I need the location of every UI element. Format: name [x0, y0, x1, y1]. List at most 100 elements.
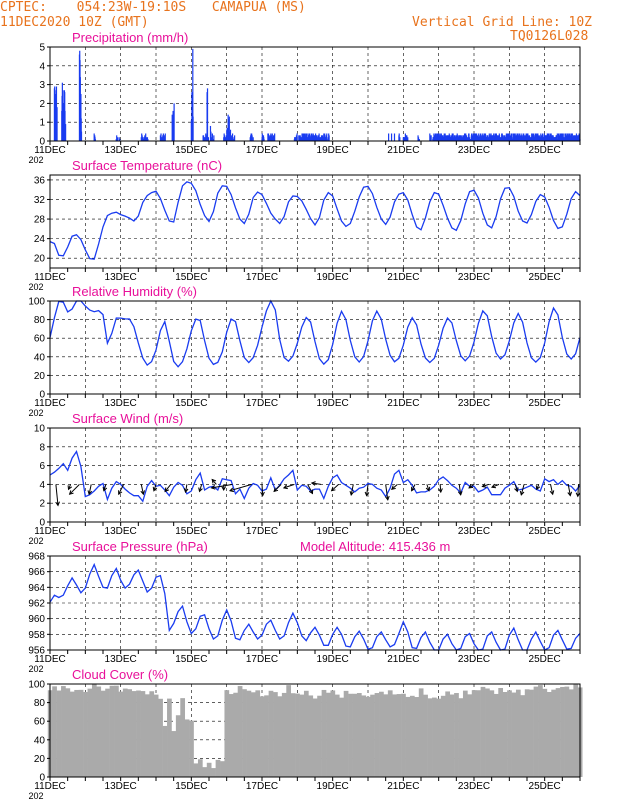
precip-bar	[517, 133, 519, 141]
cloud-bar	[180, 698, 186, 777]
cloud-date-label: 17DEC	[246, 781, 278, 792]
cloud-date-label: 13DEC	[105, 781, 137, 792]
pressure-panel	[47, 555, 581, 654]
temperature-date-label: 25DEC	[529, 272, 561, 283]
cloud-bar	[432, 697, 437, 777]
precip-bar	[399, 137, 401, 141]
pressure-date-label: 21DEC	[387, 654, 419, 665]
cloud-bar	[140, 691, 146, 777]
wind-date-label: 21DEC	[387, 526, 419, 537]
wind-ytick-label: 0	[39, 518, 45, 529]
precip-bar	[228, 116, 230, 141]
precip-bar	[231, 135, 233, 141]
cloud-bar	[224, 690, 230, 777]
cloud-ytick-label: 100	[28, 680, 45, 691]
precip-bar	[224, 135, 226, 141]
precipitation-ytick-label: 0	[39, 137, 45, 148]
wind-arrow	[229, 483, 252, 492]
cloud-bar	[317, 695, 322, 777]
pressure-line	[49, 562, 581, 651]
precip-bar	[160, 133, 162, 141]
precip-bar	[305, 133, 308, 141]
precip-bar	[147, 139, 149, 141]
wind-arrowhead	[391, 485, 396, 490]
humidity-ytick-label: 60	[34, 334, 46, 345]
precip-bar	[499, 135, 501, 141]
precip-bar	[561, 133, 563, 141]
precipitation-panel	[47, 46, 581, 145]
precip-bar	[274, 133, 276, 141]
temperature-date-label: 13DEC	[105, 272, 137, 283]
cloud-bar	[502, 691, 508, 777]
precip-bar	[456, 133, 458, 141]
cloud-bar	[546, 691, 552, 777]
cloud-bar	[149, 691, 155, 777]
cloud-bar	[308, 695, 314, 777]
pressure-date-label: 17DEC	[246, 654, 278, 665]
temperature-x-fragment: 202	[28, 282, 43, 292]
wind-arrowhead	[438, 488, 443, 494]
cloud-bar	[281, 692, 287, 777]
cloud-bar	[52, 686, 57, 777]
wind-arrow	[311, 482, 321, 485]
wind-date-label: 23DEC	[458, 526, 490, 537]
wind-arrowhead	[535, 485, 541, 491]
humidity-panel	[47, 299, 581, 398]
precip-bar	[525, 133, 527, 141]
pressure-ytick-label: 964	[28, 583, 45, 594]
wind-arrowhead	[67, 485, 73, 491]
wind-arrowhead	[549, 490, 555, 496]
pressure-title: Surface Pressure (hPa)	[72, 539, 208, 554]
precip-bar	[430, 135, 432, 141]
cloud-bar	[184, 719, 190, 777]
precip-bar	[452, 133, 454, 141]
precip-bar	[550, 133, 552, 141]
wind-arrowhead	[567, 491, 573, 497]
precipitation-date-label: 11DEC	[34, 145, 66, 156]
cloud-bar	[56, 690, 62, 777]
wind-arrowhead	[481, 483, 487, 488]
cloud-bar	[374, 693, 380, 777]
temperature-date-label: 21DEC	[387, 272, 419, 283]
cloud-bar	[122, 688, 128, 777]
cloud-bar	[215, 759, 221, 777]
precipitation-ytick-label: 1	[39, 118, 45, 129]
cloud-x-fragment: 202	[28, 791, 43, 800]
cloud-bar	[409, 695, 415, 777]
precipitation-date-label: 25DEC	[529, 145, 561, 156]
cloud-bar	[61, 686, 66, 777]
cloud-bar	[286, 685, 292, 777]
cloud-bar	[560, 686, 565, 777]
wind-ytick-label: 6	[39, 461, 45, 472]
precip-bar	[390, 133, 393, 141]
wind-arrow	[550, 484, 554, 495]
precipitation-ytick-label: 3	[39, 80, 45, 91]
cloud-bar	[379, 691, 384, 777]
pressure-date-label: 15DEC	[175, 654, 207, 665]
wind-arrow	[366, 484, 369, 496]
humidity-ytick-label: 20	[34, 371, 46, 382]
wind-arrowhead	[425, 486, 431, 492]
precip-bar	[479, 133, 482, 141]
wind-arrowhead	[140, 490, 145, 496]
precip-bar	[164, 133, 166, 141]
wind-arrow	[261, 484, 264, 496]
wind-arrowhead	[491, 483, 497, 489]
pressure-x-fragment: 202	[28, 664, 43, 674]
cloud-bar	[343, 690, 349, 777]
precip-bar	[145, 133, 147, 141]
precip-bar	[434, 133, 437, 141]
wind-ytick-label: 10	[34, 424, 46, 435]
cloud-bar	[440, 695, 446, 777]
cloud-bar	[387, 690, 393, 777]
precip-bar	[393, 133, 396, 141]
temperature-date-label: 17DEC	[246, 272, 278, 283]
cloud-bar	[348, 693, 353, 777]
wind-ytick-label: 2	[39, 499, 45, 510]
cloud-ytick-label: 40	[34, 735, 46, 746]
pressure-ytick-label: 966	[28, 567, 45, 578]
humidity-ytick-label: 40	[34, 352, 46, 363]
precip-bar	[406, 135, 408, 141]
precip-bar	[507, 133, 509, 141]
wind-arrowhead	[514, 487, 519, 493]
